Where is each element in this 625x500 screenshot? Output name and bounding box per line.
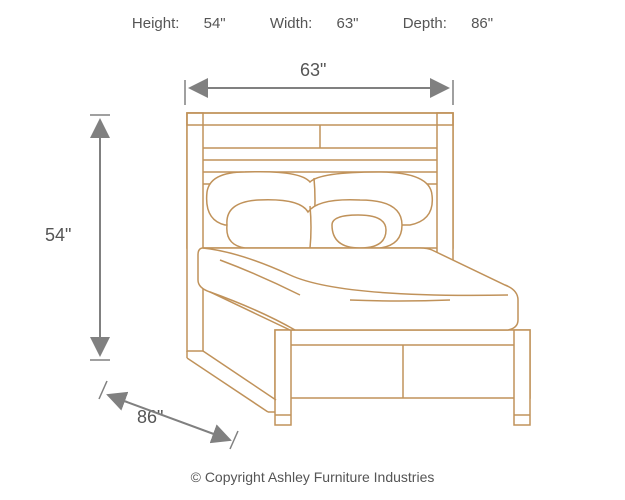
copyright-text: © Copyright Ashley Furniture Industries — [0, 469, 625, 485]
diagram-svg — [0, 0, 625, 500]
